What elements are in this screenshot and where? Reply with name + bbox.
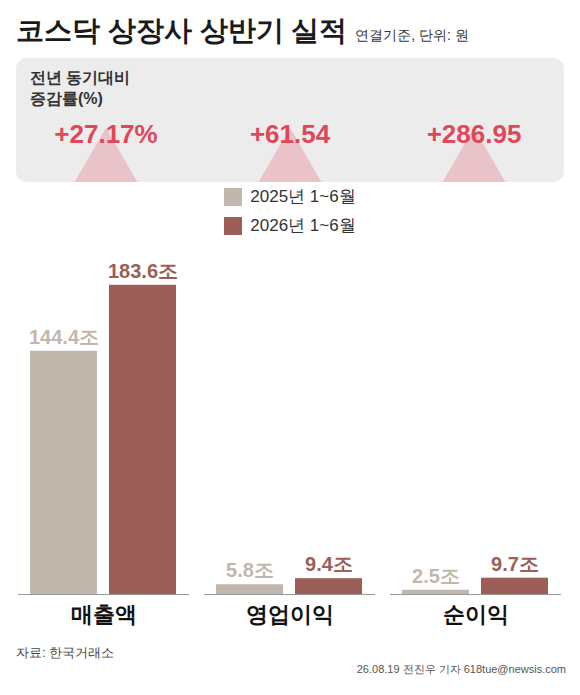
html-text:전년 동기대비: 전년 동기대비 <box>30 69 131 86</box>
svg-text:+286.95: +286.95 <box>427 119 522 149</box>
svg-text:매출액: 매출액 <box>71 602 137 627</box>
svg-text:순이익: 순이익 <box>443 602 509 627</box>
svg-text:183.6조: 183.6조 <box>108 260 178 282</box>
svg-text:5.8조: 5.8조 <box>226 559 274 581</box>
svg-text:9.4조: 9.4조 <box>305 553 353 575</box>
svg-text:+27.17%: +27.17% <box>54 119 157 149</box>
html-text:코스닥 상장사 상반기 실적 연결기준, 단위: 원: 코스닥 상장사 상반기 실적 연결기준, 단위: 원 <box>16 15 469 46</box>
html-text:증감률(%): 증감률(%) <box>30 89 103 107</box>
svg-text:144.4조: 144.4조 <box>29 326 99 348</box>
html-text:2025년 1~6월: 2025년 1~6월 <box>250 187 356 206</box>
html-text:26.08.19 전진우 기자 618tue@newsis.: 26.08.19 전진우 기자 618tue@newsis.com <box>356 663 566 675</box>
svg-text:2.5조: 2.5조 <box>412 565 460 587</box>
html-text:2026년 1~6월: 2026년 1~6월 <box>250 216 356 235</box>
svg-text:+61.54: +61.54 <box>250 119 331 149</box>
html-text:자료: 한국거래소: 자료: 한국거래소 <box>16 645 115 660</box>
svg-text:9.7조: 9.7조 <box>491 553 539 575</box>
svg-text:영업이익: 영업이익 <box>246 602 334 627</box>
